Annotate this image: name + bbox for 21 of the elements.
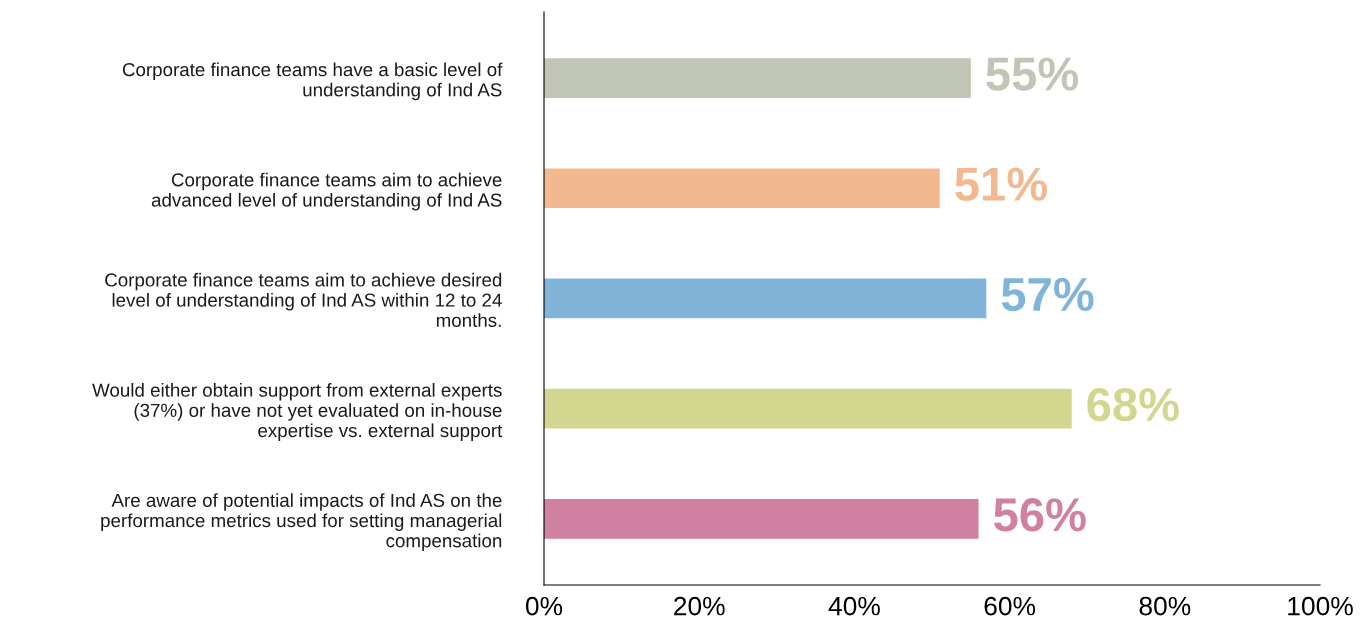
data-label: 55% — [986, 57, 1079, 91]
bar — [544, 499, 979, 539]
y-tick-label: Are aware of potential impacts of Ind AS on the performance metrics used for setting managerial compensation — [101, 493, 502, 552]
y-tick-label: Corporate finance teams aim to achieve advanced level of understanding of Ind AS — [151, 172, 502, 211]
data-label: 51% — [955, 167, 1048, 201]
x-tick-label: 60% — [984, 596, 1036, 616]
y-tick-label: Corporate finance teams have a basic level of understanding of Ind AS — [122, 62, 503, 101]
data-label: 57% — [1001, 277, 1094, 312]
bar — [544, 168, 940, 209]
x-tick-label: 20% — [674, 596, 725, 616]
bar — [544, 58, 971, 98]
x-tick-label: 0% — [525, 596, 563, 616]
x-tick-label: 40% — [828, 596, 880, 616]
y-tick-label: Corporate finance teams aim to achieve desired level of understanding of Ind AS within 12 to 24 months. — [105, 272, 502, 327]
bar — [544, 388, 1072, 429]
y-tick-label: Would either obtain support from external experts (37%) or have not yet evaluated on in-house expertise vs. external support — [92, 383, 503, 441]
x-tick-label: 100% — [1288, 596, 1353, 616]
data-label: 56% — [993, 498, 1086, 532]
bar — [544, 278, 987, 319]
data-label: 68% — [1087, 387, 1179, 422]
x-tick-label: 80% — [1139, 596, 1191, 616]
